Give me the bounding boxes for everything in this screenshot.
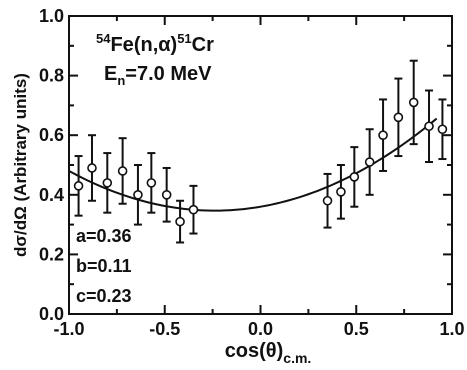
y-tick-label: 0.2: [39, 244, 64, 264]
data-point: [102, 178, 113, 188]
data-point: [322, 195, 333, 206]
x-axis-label: cos(θ)c.m.: [225, 340, 312, 366]
axis-ticks: [68, 15, 453, 315]
data-point: [146, 178, 157, 188]
x-tick-label: 0.5: [344, 319, 369, 339]
data-point: [393, 112, 404, 123]
x-axis-label-subscript: c.m.: [283, 350, 311, 366]
data-point: [336, 187, 346, 197]
energy-symbol: E: [104, 63, 117, 85]
data-point: [188, 204, 199, 215]
y-axis-label: dσ/dΩ (Arbitrary units): [11, 73, 30, 257]
data-point: [117, 166, 128, 176]
data-point: [87, 163, 97, 173]
title-mass-out: 51: [177, 31, 191, 46]
x-tick-label: 1.0: [439, 319, 464, 339]
data-points: [73, 97, 448, 227]
y-tick-label: 0.0: [39, 304, 64, 324]
data-point: [424, 121, 434, 132]
x-tick-label: 0.0: [248, 319, 273, 339]
title-element-in: Fe: [110, 34, 133, 56]
data-point: [73, 181, 84, 191]
data-point: [349, 172, 360, 182]
fit-curve: [68, 117, 438, 212]
title-element-out: Cr: [192, 34, 214, 56]
y-tick-label: 0.8: [39, 66, 64, 86]
data-point: [437, 124, 448, 135]
y-tick-label: 1.0: [39, 6, 64, 26]
param-c: c=0.23: [76, 286, 132, 306]
chart-title: 54Fe(n,α)51Cr: [96, 31, 214, 56]
energy-subscript: n: [117, 73, 125, 88]
title-reaction: (n,α): [134, 34, 177, 56]
y-tick-label: 0.4: [39, 185, 64, 205]
data-point: [364, 157, 375, 167]
energy-value: =7.0 MeV: [125, 63, 212, 85]
data-point: [161, 190, 172, 200]
tick-labels: -1.0 -0.5 0.0 0.5 1.0 0.0 0.2 0.4 0.6 0.8 1.0: [39, 6, 465, 339]
x-tick-label: -1.0: [53, 319, 84, 339]
x-axis-label-main: cos(θ): [225, 340, 284, 362]
energy-label: En=7.0 MeV: [104, 63, 212, 88]
param-b: b=0.11: [76, 256, 132, 276]
param-a: a=0.36: [76, 226, 132, 246]
data-point: [175, 216, 185, 227]
data-point: [408, 97, 419, 108]
title-mass-in: 54: [96, 31, 111, 46]
x-tick-label: -0.5: [149, 319, 180, 339]
data-point: [378, 130, 388, 140]
y-tick-label: 0.6: [39, 125, 64, 145]
data-point: [133, 190, 143, 200]
